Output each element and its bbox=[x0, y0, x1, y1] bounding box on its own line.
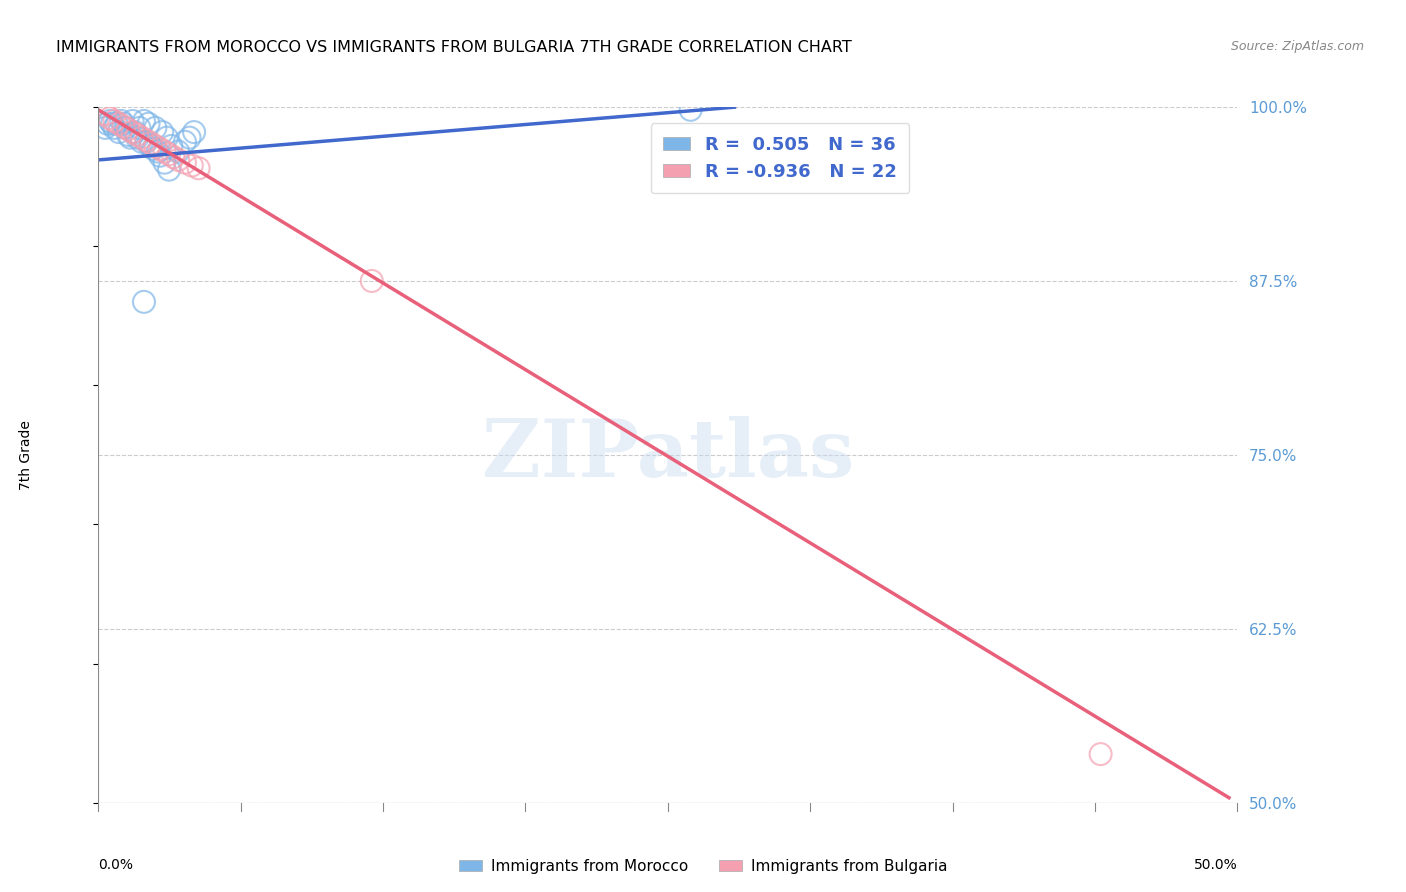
Point bbox=[131, 135, 153, 149]
Point bbox=[110, 114, 132, 128]
Text: ZIPatlas: ZIPatlas bbox=[482, 416, 853, 494]
Point bbox=[96, 117, 118, 131]
Point bbox=[360, 274, 382, 288]
Text: 7th Grade: 7th Grade bbox=[18, 420, 32, 490]
Point bbox=[117, 122, 139, 136]
Point bbox=[153, 155, 176, 169]
Point bbox=[127, 128, 149, 142]
Point bbox=[179, 130, 201, 145]
Point bbox=[101, 117, 124, 131]
Point bbox=[105, 117, 128, 131]
Point bbox=[167, 145, 190, 159]
Point bbox=[157, 147, 180, 161]
Point bbox=[103, 120, 125, 135]
Point bbox=[145, 139, 167, 153]
Point bbox=[121, 114, 143, 128]
Point bbox=[174, 155, 197, 169]
Point bbox=[112, 120, 135, 134]
Point bbox=[146, 145, 169, 159]
Point bbox=[120, 130, 142, 145]
Point bbox=[127, 130, 149, 145]
Legend: Immigrants from Morocco, Immigrants from Bulgaria: Immigrants from Morocco, Immigrants from… bbox=[453, 853, 953, 880]
Point bbox=[94, 107, 117, 121]
Point bbox=[187, 161, 209, 176]
Point bbox=[180, 159, 202, 173]
Point bbox=[114, 120, 136, 135]
Point bbox=[174, 135, 197, 149]
Point bbox=[139, 139, 162, 153]
Point bbox=[153, 145, 176, 159]
Text: Source: ZipAtlas.com: Source: ZipAtlas.com bbox=[1230, 40, 1364, 54]
Legend: R =  0.505   N = 36, R = -0.936   N = 22: R = 0.505 N = 36, R = -0.936 N = 22 bbox=[651, 123, 910, 194]
Point bbox=[1090, 747, 1112, 761]
Point bbox=[132, 114, 155, 128]
Point bbox=[162, 150, 184, 164]
Point bbox=[108, 117, 131, 131]
Point bbox=[139, 136, 162, 151]
Point bbox=[138, 117, 160, 131]
Point bbox=[157, 162, 180, 177]
Point bbox=[121, 125, 143, 139]
Point bbox=[156, 130, 179, 145]
Point bbox=[108, 125, 131, 139]
Point bbox=[131, 130, 153, 145]
Point bbox=[132, 294, 155, 309]
Point bbox=[98, 111, 121, 125]
Point bbox=[160, 139, 183, 153]
Text: 0.0%: 0.0% bbox=[98, 858, 134, 872]
Point bbox=[145, 120, 167, 135]
Point bbox=[149, 142, 172, 156]
Point bbox=[98, 114, 121, 128]
Point bbox=[94, 120, 117, 135]
Point bbox=[103, 114, 125, 128]
Point bbox=[128, 120, 150, 135]
Point bbox=[149, 149, 172, 163]
Point bbox=[679, 103, 702, 117]
Point bbox=[135, 135, 157, 149]
Point bbox=[142, 142, 165, 156]
Point bbox=[150, 125, 173, 139]
Point bbox=[135, 133, 157, 147]
Text: 50.0%: 50.0% bbox=[1194, 858, 1237, 872]
Point bbox=[112, 117, 135, 131]
Point bbox=[124, 125, 146, 139]
Text: IMMIGRANTS FROM MOROCCO VS IMMIGRANTS FROM BULGARIA 7TH GRADE CORRELATION CHART: IMMIGRANTS FROM MOROCCO VS IMMIGRANTS FR… bbox=[56, 40, 852, 55]
Point bbox=[117, 128, 139, 142]
Point bbox=[167, 153, 190, 167]
Point bbox=[183, 125, 205, 139]
